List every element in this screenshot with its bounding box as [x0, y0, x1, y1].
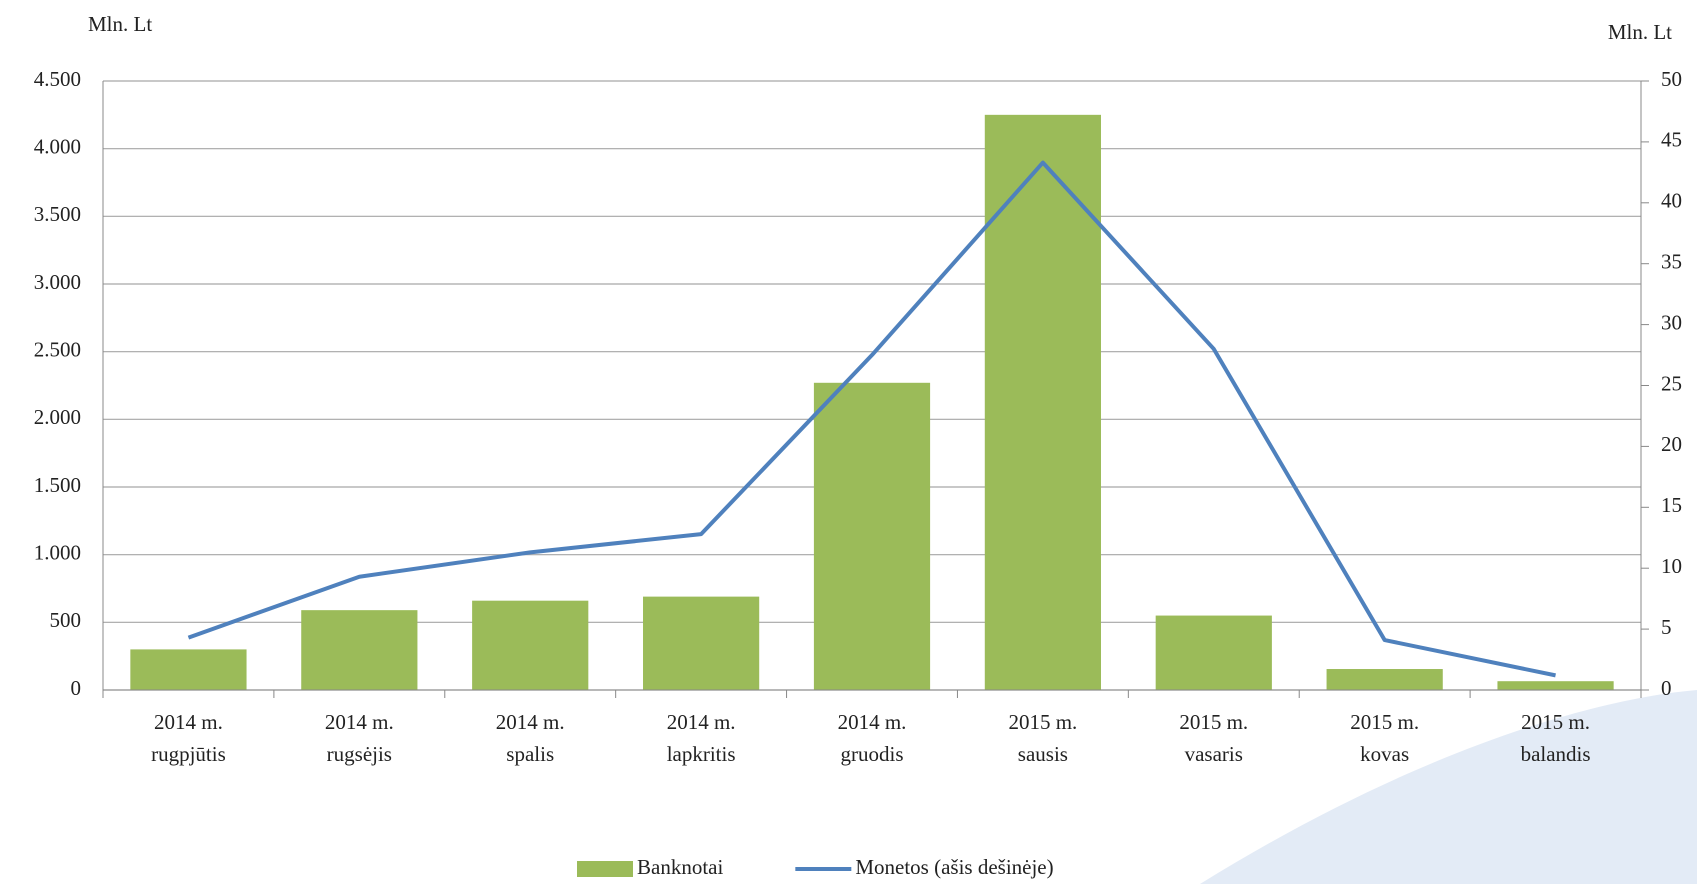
- x-tick-label: spalis: [506, 742, 554, 766]
- y-tick-label: 500: [50, 608, 82, 632]
- x-tick-label: sausis: [1018, 742, 1068, 766]
- x-tick-label: 2014 m.: [154, 710, 223, 734]
- y2-tick-label: 25: [1661, 371, 1682, 395]
- x-tick-label: 2015 m.: [1350, 710, 1419, 734]
- x-tick-label: lapkritis: [667, 742, 736, 766]
- background-swoosh: [1200, 690, 1697, 884]
- line: [187, 160, 1556, 678]
- x-tick-label: 2015 m.: [1521, 710, 1590, 734]
- y2-tick-label: 5: [1661, 615, 1672, 639]
- y2-tick-label: 10: [1661, 554, 1682, 578]
- y-tick-label: 1.000: [34, 540, 81, 564]
- x-tick-label: 2015 m.: [1179, 710, 1248, 734]
- bar: [472, 600, 589, 690]
- bar: [813, 382, 931, 690]
- x-tick-label: rugsėjis: [327, 742, 392, 766]
- y2-tick-label: 0: [1661, 676, 1672, 700]
- y2-tick-label: 35: [1661, 250, 1682, 274]
- x-tick-label: 2015 m.: [1008, 710, 1077, 734]
- legend-label: Monetos (ašis dešinėje): [855, 855, 1053, 879]
- x-tick-label: vasaris: [1185, 742, 1243, 766]
- legend-swatch: [577, 861, 633, 877]
- x-tick-label: 2014 m.: [325, 710, 394, 734]
- y2-tick-label: 45: [1661, 128, 1682, 152]
- y2-tick-label: 20: [1661, 432, 1682, 456]
- y-tick-label: 0: [71, 676, 82, 700]
- y-tick-label: 2.500: [34, 337, 81, 361]
- y2-tick-label: 40: [1661, 189, 1682, 213]
- y2-tick-label: 15: [1661, 493, 1682, 517]
- bar: [1497, 681, 1614, 690]
- y-tick-label: 3.500: [34, 202, 81, 226]
- x-tick-label: 2014 m.: [838, 710, 907, 734]
- x-tick-label: 2014 m.: [496, 710, 565, 734]
- y-tick-label: 3.000: [34, 270, 81, 294]
- x-tick-label: gruodis: [841, 742, 904, 766]
- bar: [301, 610, 418, 690]
- bar: [643, 596, 760, 690]
- x-tick-label: balandis: [1521, 742, 1591, 766]
- y-axis-title: Mln. Lt: [88, 12, 152, 36]
- y-tick-label: 1.500: [34, 473, 81, 497]
- y-tick-label: 4.000: [34, 134, 81, 158]
- y2-axis-title: Mln. Lt: [1608, 20, 1672, 44]
- y-tick-label: 4.500: [34, 67, 81, 91]
- y2-tick-label: 30: [1661, 310, 1682, 334]
- legend-label: Banknotai: [637, 855, 723, 879]
- y-tick-label: 2.000: [34, 405, 81, 429]
- bar: [1155, 615, 1272, 690]
- bar: [984, 114, 1101, 691]
- y2-tick-label: 50: [1661, 67, 1682, 91]
- x-tick-label: 2014 m.: [667, 710, 736, 734]
- bar: [130, 649, 247, 690]
- bar: [1326, 669, 1443, 690]
- x-tick-label: kovas: [1360, 742, 1409, 766]
- x-tick-label: rugpjūtis: [151, 742, 226, 766]
